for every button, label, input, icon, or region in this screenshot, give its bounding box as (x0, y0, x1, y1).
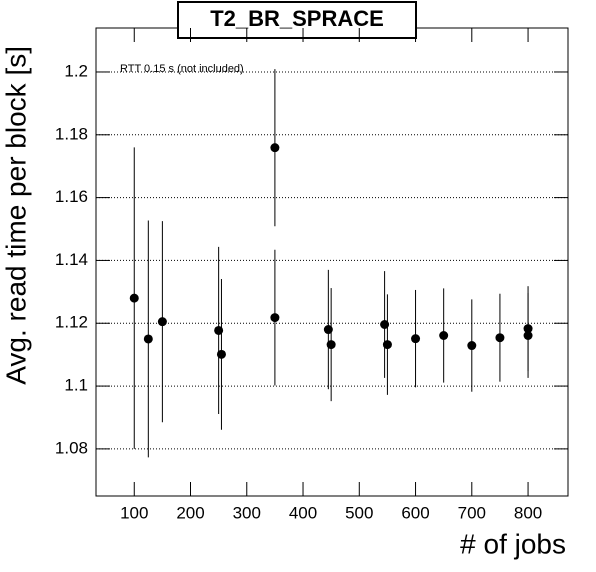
y-tick-label: 1.16 (55, 187, 88, 206)
y-tick-label: 1.14 (55, 250, 88, 269)
data-point (382, 340, 392, 350)
data-point (270, 143, 280, 153)
data-point (439, 330, 449, 340)
data-point (380, 320, 390, 330)
data-point (411, 334, 421, 344)
y-tick-label: 1.12 (55, 313, 88, 332)
title-box (177, 1, 417, 39)
x-tick-label: 400 (289, 503, 317, 522)
data-point (523, 330, 533, 340)
x-axis-label: # of jobs (460, 528, 566, 559)
chart-title: T2_BR_SPRACE (210, 6, 384, 31)
x-tick-label: 100 (120, 503, 148, 522)
x-tick-label: 200 (176, 503, 204, 522)
data-point (270, 313, 280, 323)
x-tick-label: 800 (514, 503, 542, 522)
x-tick-label: 600 (401, 503, 429, 522)
y-tick-label: 1.1 (64, 376, 88, 395)
data-point (467, 341, 477, 351)
x-tick-label: 700 (458, 503, 486, 522)
y-tick-label: 1.18 (55, 124, 88, 143)
y-tick-label: 1.08 (55, 438, 88, 457)
data-point (157, 317, 167, 327)
y-axis-label: Avg. read time per block [s] (0, 46, 31, 385)
data-point (326, 340, 336, 350)
annotation: RTT 0.15 s (not included) (120, 63, 244, 75)
data-point (495, 333, 505, 343)
data-point (129, 293, 139, 303)
data-point (214, 325, 224, 335)
data-point (216, 349, 226, 359)
data-point (323, 325, 333, 335)
x-tick-label: 500 (345, 503, 373, 522)
data-point (143, 334, 153, 344)
plot-frame (95, 27, 569, 497)
x-tick-label: 300 (233, 503, 261, 522)
y-tick-label: 1.2 (64, 61, 88, 80)
